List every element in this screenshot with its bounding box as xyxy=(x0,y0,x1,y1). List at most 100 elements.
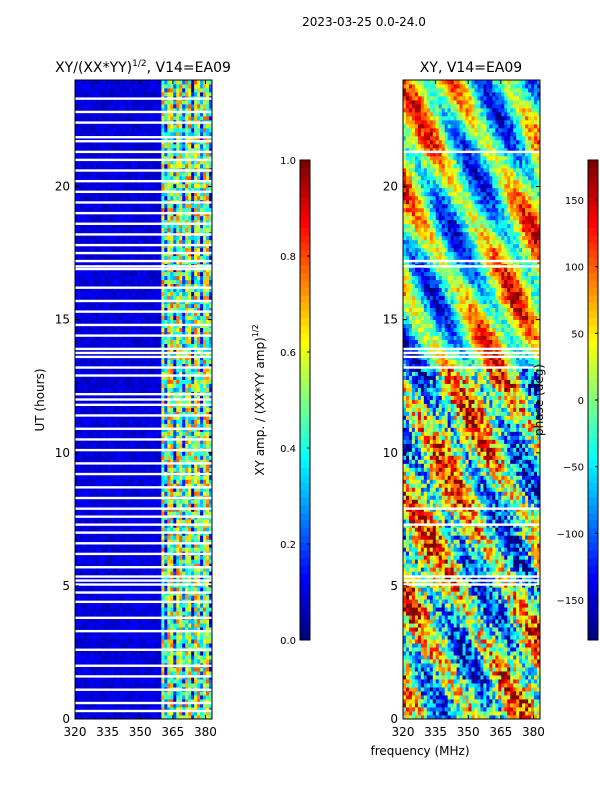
heatmap-cell xyxy=(131,611,135,616)
heatmap-cell xyxy=(101,635,106,640)
heatmap-cell xyxy=(101,559,106,564)
heatmap-cell xyxy=(209,375,213,380)
heatmap-cell xyxy=(161,307,165,313)
heatmap-cell xyxy=(179,611,183,616)
heatmap-cell xyxy=(119,359,124,364)
heatmap-cell xyxy=(143,319,147,325)
heatmap-cell xyxy=(200,703,204,708)
heatmap-cell xyxy=(140,451,144,456)
heatmap-cell xyxy=(173,335,177,340)
heatmap-cell xyxy=(143,371,147,376)
heatmap-cell xyxy=(152,483,156,488)
heatmap-cell xyxy=(164,535,168,540)
heatmap-cell xyxy=(101,343,106,348)
heatmap-cell xyxy=(194,543,198,548)
heatmap-cell xyxy=(179,655,183,660)
heatmap-cell xyxy=(110,339,115,344)
heatmap-cell xyxy=(182,339,186,344)
heatmap-cell xyxy=(200,487,204,492)
heatmap-cell xyxy=(119,707,124,712)
heatmap-cell xyxy=(113,627,118,632)
heatmap-cell xyxy=(101,539,106,544)
heatmap-cell xyxy=(158,595,162,600)
heatmap-cell xyxy=(170,379,174,384)
heatmap-cell xyxy=(140,623,144,628)
heatmap-cell xyxy=(125,359,130,364)
heatmap-cell xyxy=(119,659,124,664)
heatmap-cell xyxy=(107,319,112,325)
heatmap-cell xyxy=(143,343,147,348)
heatmap-cell xyxy=(149,479,153,484)
heatmap-cell xyxy=(122,439,127,444)
heatmap-cell xyxy=(131,595,135,600)
heatmap-cell xyxy=(77,419,82,424)
heatmap-cell xyxy=(152,283,156,289)
heatmap-cell xyxy=(107,527,112,532)
heatmap-cell xyxy=(167,547,171,552)
heatmap-cell xyxy=(75,379,79,384)
heatmap-cell xyxy=(104,619,109,624)
heatmap-cell xyxy=(173,467,177,472)
heatmap-cell xyxy=(80,639,85,644)
heatmap-cell xyxy=(86,467,91,472)
heatmap-cell xyxy=(110,631,115,636)
heatmap-cell xyxy=(149,547,153,552)
heatmap-cell xyxy=(176,707,180,712)
heatmap-cell xyxy=(77,387,82,392)
heatmap-cell xyxy=(170,411,174,416)
heatmap-cell xyxy=(200,711,204,716)
heatmap-cell xyxy=(203,359,207,364)
heatmap-cell xyxy=(200,547,204,552)
heatmap-cell xyxy=(83,407,88,412)
heatmap-cell xyxy=(188,491,192,496)
heatmap-cell xyxy=(146,623,150,628)
heatmap-cell xyxy=(185,655,189,660)
heatmap-cell xyxy=(152,443,156,448)
heatmap-cell xyxy=(80,459,85,464)
heatmap-cell xyxy=(158,543,162,548)
heatmap-cell xyxy=(143,335,147,340)
heatmap-cell xyxy=(143,655,147,660)
heatmap-cell xyxy=(116,303,121,309)
heatmap-cell xyxy=(179,343,183,348)
heatmap-cell xyxy=(164,699,168,704)
heatmap-cell xyxy=(155,559,159,564)
heatmap-cell xyxy=(191,399,195,404)
heatmap-cell xyxy=(149,315,153,321)
heatmap-cell xyxy=(95,667,100,672)
heatmap-cell xyxy=(89,295,94,301)
heatmap-cell xyxy=(75,539,79,544)
heatmap-cell xyxy=(80,479,85,484)
heatmap-cell xyxy=(194,451,198,456)
heatmap-cell xyxy=(131,631,135,636)
heatmap-cell xyxy=(146,411,150,416)
heatmap-cell xyxy=(83,383,88,388)
heatmap-cell xyxy=(158,319,162,325)
heatmap-cell xyxy=(83,443,88,448)
heatmap-cell xyxy=(119,295,124,301)
heatmap-cell xyxy=(83,283,88,289)
heatmap-cell xyxy=(116,387,121,392)
heatmap-cell xyxy=(152,383,156,388)
heatmap-cell xyxy=(113,379,118,384)
heatmap-cell xyxy=(113,311,118,317)
heatmap-cell xyxy=(185,399,189,404)
heatmap-cell xyxy=(134,519,138,524)
heatmap-cell xyxy=(143,711,147,716)
heatmap-cell xyxy=(152,287,156,293)
heatmap-cell xyxy=(143,659,147,664)
heatmap-cell xyxy=(182,571,186,576)
heatmap-cell xyxy=(197,607,201,612)
heatmap-cell xyxy=(113,711,118,716)
heatmap-cell xyxy=(83,587,88,592)
heatmap-cell xyxy=(107,699,112,704)
heatmap-cell xyxy=(89,527,94,532)
heatmap-cell xyxy=(137,499,141,504)
heatmap-cell xyxy=(161,539,165,544)
heatmap-cell xyxy=(137,611,141,616)
heatmap-cell xyxy=(191,367,195,372)
heatmap-cell xyxy=(209,547,213,552)
heatmap-cell xyxy=(149,711,153,716)
heatmap-cell xyxy=(86,535,91,540)
heatmap-cell xyxy=(185,491,189,496)
